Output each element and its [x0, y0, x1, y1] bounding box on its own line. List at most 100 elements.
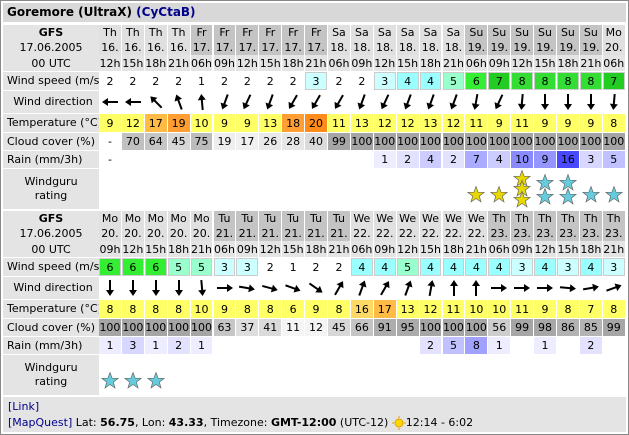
- wind-speed: 2: [328, 258, 350, 276]
- date: 18.: [350, 40, 373, 55]
- rain: 9: [534, 151, 556, 168]
- rain: [511, 337, 534, 354]
- timezone: GMT-12:00: [270, 416, 337, 429]
- tz-label: , Timezone:: [203, 416, 268, 429]
- wind-speed: 2: [121, 72, 144, 90]
- day: We: [396, 211, 419, 226]
- run-date: 17.06.2005: [3, 40, 99, 55]
- wind-arrow: [216, 284, 233, 292]
- day: Tu: [305, 211, 327, 226]
- wind-speed: 4: [442, 258, 465, 276]
- wind-speed: 2: [350, 72, 373, 90]
- mapquest-link[interactable]: [MapQuest]: [8, 416, 73, 429]
- day: Sa: [396, 25, 419, 40]
- hour: 21h: [442, 55, 465, 71]
- date: 18.: [419, 40, 442, 55]
- rating-stars: [581, 185, 600, 203]
- cloud-cover: 100: [396, 133, 419, 150]
- cloud-cover: 100: [557, 133, 579, 150]
- wind-arrow: [220, 94, 229, 110]
- wind-arrow: [586, 94, 595, 110]
- cloud-cover: 99: [328, 133, 350, 150]
- date: 20.: [190, 226, 213, 241]
- day: We: [419, 211, 442, 226]
- wind-speed: 2: [99, 72, 121, 90]
- cloud-cover: 100: [190, 319, 213, 336]
- date: 23.: [488, 226, 511, 241]
- wind-arrow: [102, 98, 118, 106]
- cloud-cover: 100: [465, 133, 488, 150]
- rain: 2: [419, 337, 442, 354]
- link[interactable]: [Link]: [8, 400, 40, 413]
- hour: 21h: [305, 55, 327, 71]
- hour: 21h: [465, 241, 488, 257]
- cloud-cover: 91: [373, 319, 396, 336]
- rain: [305, 151, 327, 168]
- day: Tu: [213, 211, 236, 226]
- date: 18.: [328, 40, 350, 55]
- spot-link[interactable]: (CyCtaB): [136, 5, 196, 19]
- hour: 06h: [190, 55, 213, 71]
- date: 16.: [99, 40, 121, 55]
- wind-speed: 3: [511, 258, 534, 276]
- day: Fr: [213, 25, 236, 40]
- rain: [557, 337, 579, 354]
- day: Th: [579, 211, 602, 226]
- wind-arrow: [404, 280, 413, 296]
- cloud-cover: 100: [167, 319, 190, 336]
- hour: 12h: [121, 241, 144, 257]
- hour: 15h: [121, 55, 144, 71]
- temperature: 12: [373, 114, 396, 132]
- wind-speed: 8: [557, 72, 579, 90]
- date: 21.: [259, 226, 282, 241]
- date: 16.: [121, 40, 144, 55]
- hour: 21h: [167, 55, 190, 71]
- day: Tu: [259, 211, 282, 226]
- day: Su: [534, 25, 556, 40]
- cloud-cover: 100: [511, 133, 534, 150]
- wind-speed: 3: [373, 72, 396, 90]
- day: Th: [602, 211, 625, 226]
- rating-stars: [467, 185, 486, 203]
- wind-speed: 4: [579, 258, 602, 276]
- temperature: 12: [442, 114, 465, 132]
- date: 23.: [602, 226, 625, 241]
- rain: [190, 151, 213, 168]
- rating-stars: [604, 185, 623, 203]
- date: 17.: [190, 40, 213, 55]
- lat: 56.75: [100, 416, 135, 429]
- rain: [121, 151, 144, 168]
- row-label: Wind direction: [3, 91, 99, 113]
- temperature: 8: [259, 300, 282, 318]
- wind-arrow: [491, 284, 508, 292]
- day: Mo: [144, 211, 167, 226]
- day: Th: [167, 25, 190, 40]
- temperature: 12: [419, 300, 442, 318]
- cloud-cover: 100: [442, 319, 465, 336]
- hour: 06h: [350, 241, 373, 257]
- wind-arrow: [197, 279, 206, 296]
- hour: 15h: [144, 241, 167, 257]
- day: Tu: [236, 211, 259, 226]
- hour: 06h: [488, 241, 511, 257]
- wind-speed: 3: [557, 258, 579, 276]
- hour: 18h: [144, 55, 167, 71]
- rain: 16: [557, 151, 579, 168]
- hour: 09h: [511, 241, 534, 257]
- cloud-cover: 100: [144, 319, 167, 336]
- cloud-cover: 99: [511, 319, 534, 336]
- rain: 7: [465, 151, 488, 168]
- date: 21.: [213, 226, 236, 241]
- date: 22.: [465, 226, 488, 241]
- row-label: Temperature (°C): [3, 300, 99, 318]
- cloud-cover: 28: [282, 133, 305, 150]
- wind-arrow: [537, 284, 554, 292]
- wind-speed: 4: [465, 258, 488, 276]
- rain: 1: [373, 151, 396, 168]
- wind-arrow: [472, 93, 480, 110]
- wind-arrow: [311, 94, 321, 109]
- day: Th: [511, 211, 534, 226]
- wind-speed: 4: [373, 258, 396, 276]
- wind-speed: 6: [144, 258, 167, 276]
- day: Su: [579, 25, 602, 40]
